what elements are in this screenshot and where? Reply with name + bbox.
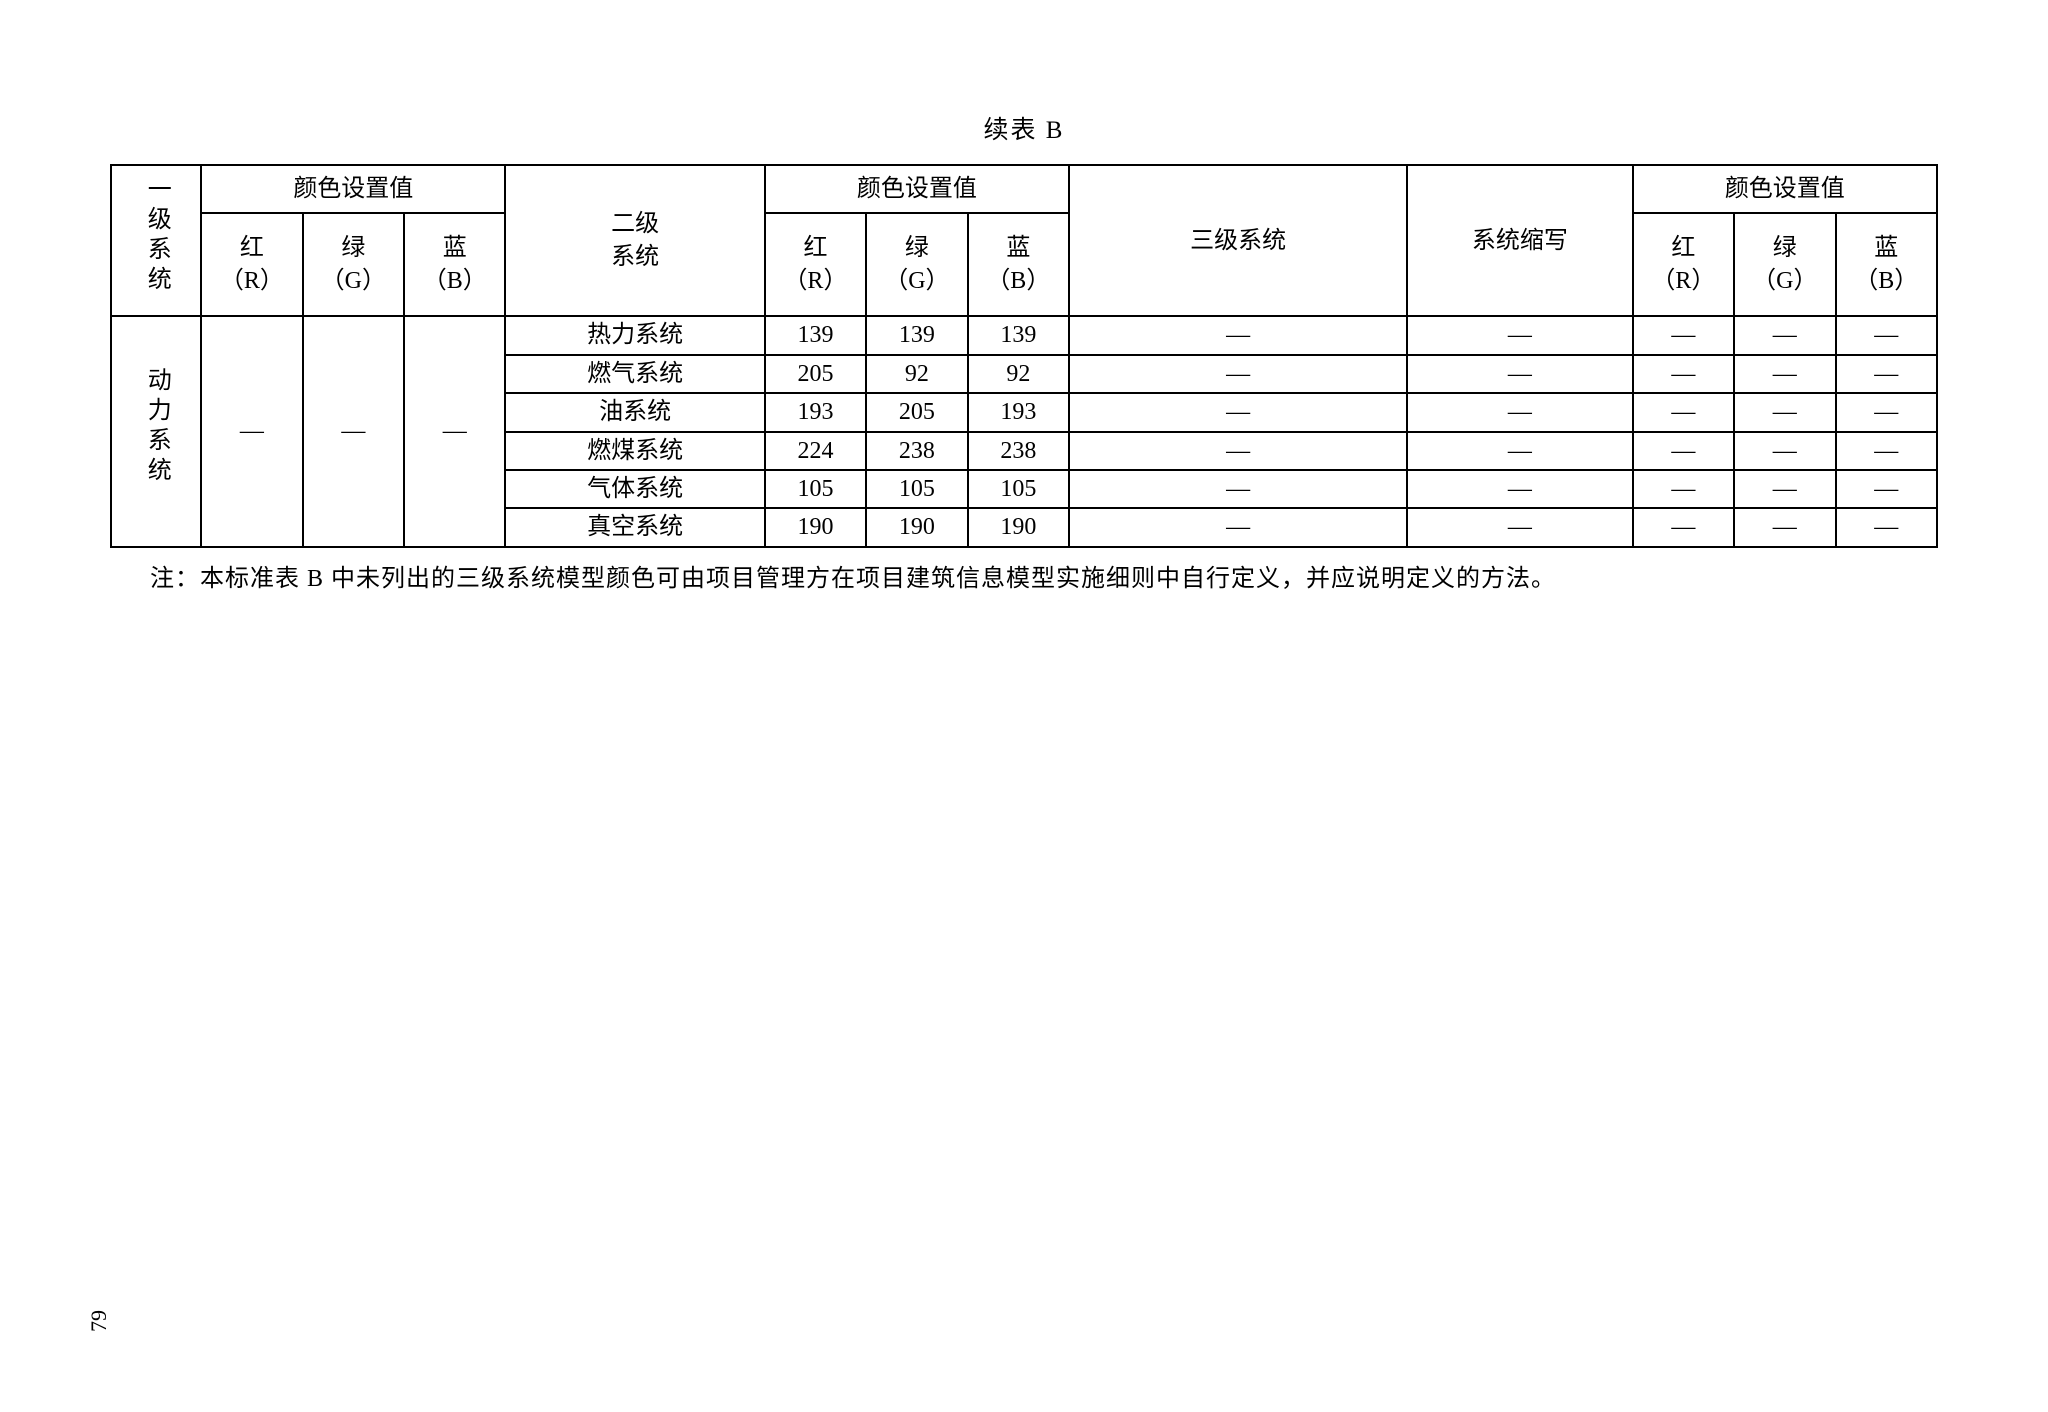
cell-r3: — <box>1633 470 1734 508</box>
cell-r: 193 <box>765 393 866 431</box>
cell-abbr: — <box>1407 316 1632 354</box>
cell-l2: 燃煤系统 <box>505 432 764 470</box>
cell-level1-b: — <box>404 316 505 546</box>
cell-b: 238 <box>968 432 1069 470</box>
header-color-setting-1: 颜色设置值 <box>201 165 505 213</box>
cell-b3: — <box>1836 393 1937 431</box>
cell-b: 92 <box>968 355 1069 393</box>
cell-level1-g: — <box>303 316 404 546</box>
header-level1-system: 一级系统 <box>111 165 201 316</box>
header-color-setting-2: 颜色设置值 <box>765 165 1069 213</box>
header-level3-system: 三级系统 <box>1069 165 1407 316</box>
cell-b: 193 <box>968 393 1069 431</box>
table-caption: 续表 B <box>110 110 1938 146</box>
table-body: 动力系统 — — — 热力系统 139 139 139 — — — — — 燃气… <box>111 316 1937 546</box>
cell-b3: — <box>1836 316 1937 354</box>
cell-g3: — <box>1734 316 1835 354</box>
cell-g: 92 <box>866 355 967 393</box>
cell-g3: — <box>1734 432 1835 470</box>
cell-b3: — <box>1836 508 1937 546</box>
cell-l3: — <box>1069 316 1407 354</box>
header-green-1: 绿（G） <box>303 213 404 316</box>
cell-g3: — <box>1734 393 1835 431</box>
header-green-2: 绿（G） <box>866 213 967 316</box>
cell-g: 190 <box>866 508 967 546</box>
cell-r: 205 <box>765 355 866 393</box>
cell-r3: — <box>1633 316 1734 354</box>
cell-g3: — <box>1734 508 1835 546</box>
cell-g3: — <box>1734 355 1835 393</box>
cell-r: 190 <box>765 508 866 546</box>
cell-level1-name: 动力系统 <box>111 316 201 546</box>
cell-abbr: — <box>1407 393 1632 431</box>
cell-l2: 燃气系统 <box>505 355 764 393</box>
cell-l3: — <box>1069 393 1407 431</box>
header-blue-2: 蓝（B） <box>968 213 1069 316</box>
header-blue-1: 蓝（B） <box>404 213 505 316</box>
header-blue-3: 蓝（B） <box>1836 213 1937 316</box>
cell-b: 190 <box>968 508 1069 546</box>
cell-b3: — <box>1836 470 1937 508</box>
cell-g: 139 <box>866 316 967 354</box>
cell-g3: — <box>1734 470 1835 508</box>
cell-b3: — <box>1836 355 1937 393</box>
cell-r: 105 <box>765 470 866 508</box>
cell-l2: 热力系统 <box>505 316 764 354</box>
header-red-1: 红（R） <box>201 213 302 316</box>
cell-g: 105 <box>866 470 967 508</box>
cell-level1-r: — <box>201 316 302 546</box>
header-row-2: 红（R） 绿（G） 蓝（B） 红（R） 绿（G） 蓝（B） 红（R） 绿（G） … <box>111 213 1937 316</box>
cell-abbr: — <box>1407 508 1632 546</box>
header-level2-system: 二级系统 <box>505 165 764 316</box>
header-color-setting-3: 颜色设置值 <box>1633 165 1937 213</box>
cell-r: 224 <box>765 432 866 470</box>
cell-l3: — <box>1069 355 1407 393</box>
page-number: 79 <box>86 1310 112 1332</box>
header-system-abbr: 系统缩写 <box>1407 165 1632 316</box>
table-row: 动力系统 — — — 热力系统 139 139 139 — — — — — <box>111 316 1937 354</box>
cell-b: 139 <box>968 316 1069 354</box>
cell-r3: — <box>1633 393 1734 431</box>
cell-l3: — <box>1069 432 1407 470</box>
header-red-2: 红（R） <box>765 213 866 316</box>
cell-l2: 真空系统 <box>505 508 764 546</box>
header-row-1: 一级系统 颜色设置值 二级系统 颜色设置值 三级系统 系统缩写 颜色设置值 <box>111 165 1937 213</box>
header-green-3: 绿（G） <box>1734 213 1835 316</box>
cell-r3: — <box>1633 508 1734 546</box>
cell-l2: 气体系统 <box>505 470 764 508</box>
cell-b3: — <box>1836 432 1937 470</box>
cell-l3: — <box>1069 470 1407 508</box>
cell-abbr: — <box>1407 432 1632 470</box>
cell-l3: — <box>1069 508 1407 546</box>
cell-g: 205 <box>866 393 967 431</box>
cell-r: 139 <box>765 316 866 354</box>
cell-r3: — <box>1633 432 1734 470</box>
table-note: 注：本标准表 B 中未列出的三级系统模型颜色可由项目管理方在项目建筑信息模型实施… <box>110 558 1938 593</box>
cell-g: 238 <box>866 432 967 470</box>
cell-abbr: — <box>1407 355 1632 393</box>
color-settings-table: 一级系统 颜色设置值 二级系统 颜色设置值 三级系统 系统缩写 颜色设置值 红（… <box>110 164 1938 548</box>
header-red-3: 红（R） <box>1633 213 1734 316</box>
cell-b: 105 <box>968 470 1069 508</box>
cell-l2: 油系统 <box>505 393 764 431</box>
cell-abbr: — <box>1407 470 1632 508</box>
cell-r3: — <box>1633 355 1734 393</box>
